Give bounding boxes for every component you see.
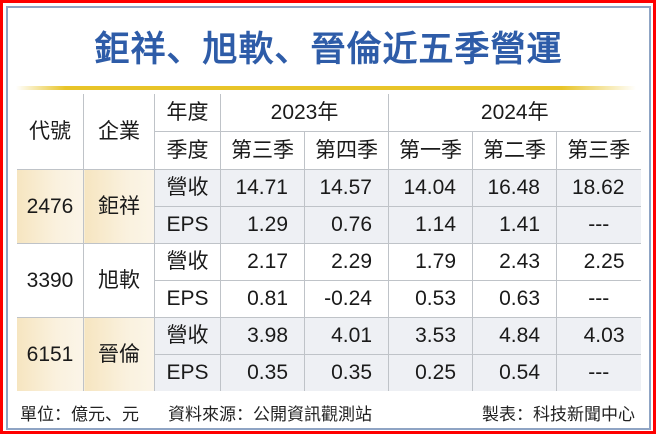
metric-label: 營收 <box>154 243 221 281</box>
header-company: 企業 <box>83 94 155 170</box>
table-row: EPS 0.35 0.35 0.25 0.54 --- <box>17 354 641 391</box>
value-cell: 2.29 <box>304 243 389 281</box>
maker-note: 製表：科技新聞中心 <box>482 405 635 424</box>
company-name: 旭軟 <box>83 243 155 318</box>
company-code: 6151 <box>17 317 84 391</box>
value-cell: 0.35 <box>304 354 389 391</box>
value-cell: 2.43 <box>472 243 557 281</box>
value-cell: 0.63 <box>472 280 557 318</box>
value-cell: 1.79 <box>388 243 473 281</box>
value-cell: --- <box>556 354 641 391</box>
value-cell: 4.01 <box>304 317 389 355</box>
company-code: 2476 <box>17 169 84 244</box>
title-underline <box>16 86 636 90</box>
value-cell: --- <box>556 206 641 244</box>
metric-label: EPS <box>154 354 221 391</box>
table-row: 2476 鉅祥 營收 14.71 14.57 14.04 16.48 18.62 <box>17 169 641 244</box>
revenue-table: 代號 企業 年度 2023年 2024年 季度 第三季 第四季 第一季 第二季 … <box>17 94 641 391</box>
value-cell: 0.81 <box>220 280 305 318</box>
value-cell: 1.29 <box>220 206 305 244</box>
value-cell: 14.04 <box>388 169 473 207</box>
chart-title: 鉅祥、旭軟、晉倫近五季營運 <box>94 30 563 69</box>
company-code: 3390 <box>17 243 84 318</box>
header-quarter-label: 季度 <box>154 131 221 170</box>
value-cell: 2.17 <box>220 243 305 281</box>
header-quarter: 第四季 <box>304 131 389 170</box>
value-cell: 0.76 <box>304 206 389 244</box>
value-cell: 0.53 <box>388 280 473 318</box>
value-cell: 14.57 <box>304 169 389 207</box>
header-row-year: 代號 企業 年度 2023年 2024年 <box>17 94 641 170</box>
header-year-2023: 2023年 <box>220 94 389 132</box>
value-cell: 3.98 <box>220 317 305 355</box>
outer-frame: 鉅祥、旭軟、晉倫近五季營運 代號 企業 年度 2023年 2024年 季度 第三… <box>3 3 653 431</box>
header-quarter: 第一季 <box>388 131 473 170</box>
value-cell: 3.53 <box>388 317 473 355</box>
value-cell: -0.24 <box>304 280 389 318</box>
unit-note: 單位：億元、元 <box>20 405 139 424</box>
value-cell: 18.62 <box>556 169 641 207</box>
value-cell: 1.41 <box>472 206 557 244</box>
value-cell: 0.25 <box>388 354 473 391</box>
header-quarter: 第三季 <box>220 131 305 170</box>
chart-panel: 鉅祥、旭軟、晉倫近五季營運 代號 企業 年度 2023年 2024年 季度 第三… <box>6 6 651 430</box>
metric-label: 營收 <box>154 317 221 355</box>
header-year-label: 年度 <box>154 94 221 132</box>
metric-label: EPS <box>154 206 221 244</box>
metric-label: 營收 <box>154 169 221 207</box>
value-cell: --- <box>556 280 641 318</box>
value-cell: 4.03 <box>556 317 641 355</box>
header-quarter: 第二季 <box>472 131 557 170</box>
value-cell: 1.14 <box>388 206 473 244</box>
metric-label: EPS <box>154 280 221 318</box>
company-name: 晉倫 <box>83 317 155 391</box>
header-code: 代號 <box>17 94 84 170</box>
header-year-2024: 2024年 <box>388 94 641 132</box>
value-cell: 0.35 <box>220 354 305 391</box>
header-quarter: 第三季 <box>556 131 641 170</box>
table-row: 3390 旭軟 營收 2.17 2.29 1.79 2.43 2.25 <box>17 243 641 318</box>
table-row: EPS 1.29 0.76 1.14 1.41 --- <box>17 206 641 244</box>
table-row: 6151 晉倫 營收 3.98 4.01 3.53 4.84 4.03 <box>17 317 641 391</box>
header-row-quarter: 季度 第三季 第四季 第一季 第二季 第三季 <box>17 131 641 170</box>
value-cell: 4.84 <box>472 317 557 355</box>
value-cell: 2.25 <box>556 243 641 281</box>
table-row: EPS 0.81 -0.24 0.53 0.63 --- <box>17 280 641 318</box>
company-name: 鉅祥 <box>83 169 155 244</box>
source-note: 資料來源：公開資訊觀測站 <box>168 405 372 424</box>
value-cell: 0.54 <box>472 354 557 391</box>
value-cell: 14.71 <box>220 169 305 207</box>
value-cell: 16.48 <box>472 169 557 207</box>
